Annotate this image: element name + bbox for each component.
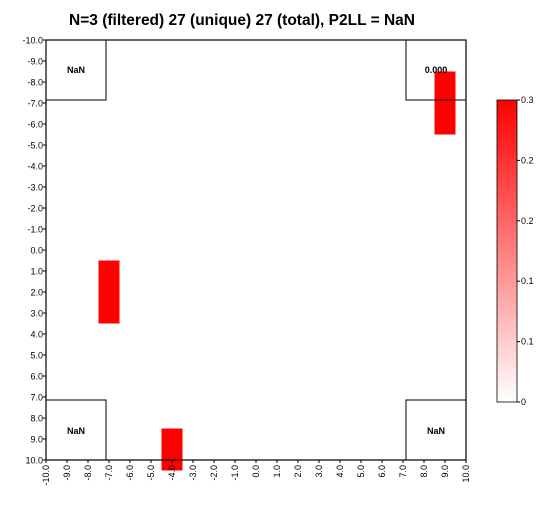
y-tick-label: -1.0 bbox=[27, 225, 43, 235]
y-tick-label: -10.0 bbox=[22, 36, 43, 46]
y-tick-label: -2.0 bbox=[27, 204, 43, 214]
x-tick-label: 9.0 bbox=[440, 465, 450, 478]
x-tick-label: 0.0 bbox=[251, 465, 261, 478]
heatmap-cell bbox=[161, 428, 183, 471]
colorbar-gradient bbox=[496, 99, 518, 403]
x-tick-label: -10.0 bbox=[41, 465, 51, 486]
y-tick-label: 1.0 bbox=[30, 267, 43, 277]
y-tick-label: 4.0 bbox=[30, 330, 43, 340]
y-tick-label: 3.0 bbox=[30, 309, 43, 319]
x-tick-label: 7.0 bbox=[398, 465, 408, 478]
x-tick-label: 2.0 bbox=[293, 465, 303, 478]
y-tick-label: 7.0 bbox=[30, 393, 43, 403]
x-tick-label: 1.0 bbox=[272, 465, 282, 478]
y-tick-label: -3.0 bbox=[27, 183, 43, 193]
x-tick-label: -4.0 bbox=[167, 465, 177, 481]
x-tick-label: -7.0 bbox=[104, 465, 114, 481]
x-tick-label: 5.0 bbox=[356, 465, 366, 478]
x-tick-label: -5.0 bbox=[146, 465, 156, 481]
x-tick-label: -6.0 bbox=[125, 465, 135, 481]
y-tick-label: 9.0 bbox=[30, 435, 43, 445]
x-tick-label: 6.0 bbox=[377, 465, 387, 478]
colorbar-tick-label: 0.2 bbox=[521, 155, 534, 165]
corner-box-label: NaN bbox=[67, 65, 85, 75]
y-tick-label: 2.0 bbox=[30, 288, 43, 298]
x-tick-label: 3.0 bbox=[314, 465, 324, 478]
x-tick-label: -9.0 bbox=[62, 465, 72, 481]
chart-title: N=3 (filtered) 27 (unique) 27 (total), P… bbox=[69, 12, 415, 29]
x-tick-label: 4.0 bbox=[335, 465, 345, 478]
heatmap-cell bbox=[98, 260, 120, 324]
plot-frame bbox=[45, 39, 467, 461]
y-tick-label: -4.0 bbox=[27, 162, 43, 172]
x-tick-label: -8.0 bbox=[83, 465, 93, 481]
plot-area: NaN 0.000 NaN NaN -10.0 -9.0 -8.0 -7.0 -6.0 -5.0 -… bbox=[22, 36, 471, 486]
y-tick-label: 5.0 bbox=[30, 351, 43, 361]
y-tick-label: -6.0 bbox=[27, 120, 43, 130]
y-tick-label: -8.0 bbox=[27, 78, 43, 88]
colorbar-tick-label: 0 bbox=[521, 397, 526, 407]
colorbar-tick-label: 0.3 bbox=[521, 95, 534, 105]
corner-box-label: NaN bbox=[67, 426, 85, 436]
y-tick-label: 0.0 bbox=[30, 246, 43, 256]
colorbar-tick-label: 0.2 bbox=[521, 216, 534, 226]
heatmap-cell bbox=[434, 71, 456, 135]
y-tick-label: 8.0 bbox=[30, 414, 43, 424]
y-tick-label: -9.0 bbox=[27, 57, 43, 67]
corner-box-label: NaN bbox=[427, 426, 445, 436]
colorbar-tick-label: 0.1 bbox=[521, 337, 534, 347]
colorbar-tick-label: 0.1 bbox=[521, 276, 534, 286]
y-tick-label: -7.0 bbox=[27, 99, 43, 109]
x-tick-label: -1.0 bbox=[230, 465, 240, 481]
corner-box-label: 0.000 bbox=[425, 65, 448, 75]
y-tick-label: 6.0 bbox=[30, 372, 43, 382]
x-tick-label: -2.0 bbox=[209, 465, 219, 481]
x-tick-label: 8.0 bbox=[419, 465, 429, 478]
x-tick-label: 10.0 bbox=[461, 465, 471, 483]
y-tick-label: -5.0 bbox=[27, 141, 43, 151]
y-tick-label: 10.0 bbox=[25, 456, 43, 466]
colorbar: 0 0.1 0.1 0.2 0.2 0.3 bbox=[496, 95, 534, 407]
x-tick-label: -3.0 bbox=[188, 465, 198, 481]
